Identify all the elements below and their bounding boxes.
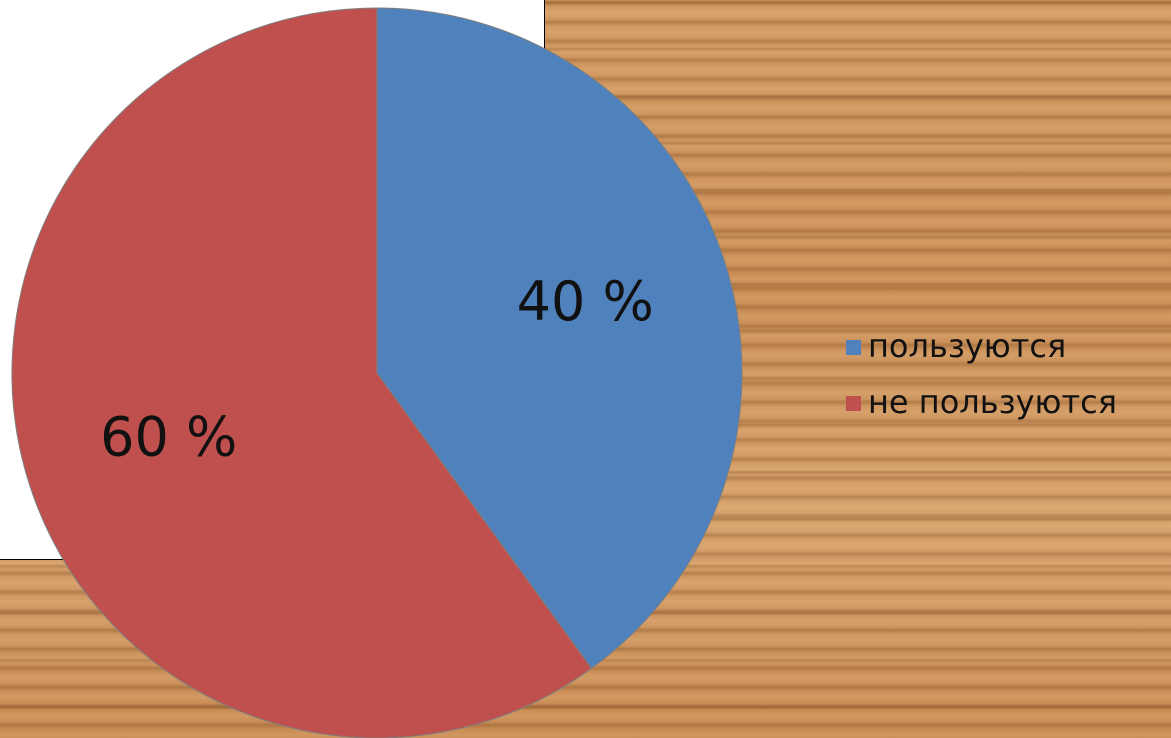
legend-label: не пользуются <box>868 383 1117 421</box>
legend-swatch <box>846 340 861 355</box>
data-label: 40 % <box>517 270 654 333</box>
chart: 40 % 60 % пользуются не пользуются <box>0 0 1171 738</box>
page: 40 %60 %пользуютсяне пользуются (() => {… <box>0 0 1171 738</box>
data-label: 60 % <box>100 405 237 468</box>
legend-label: пользуются <box>868 327 1066 365</box>
legend-swatch <box>846 396 861 411</box>
